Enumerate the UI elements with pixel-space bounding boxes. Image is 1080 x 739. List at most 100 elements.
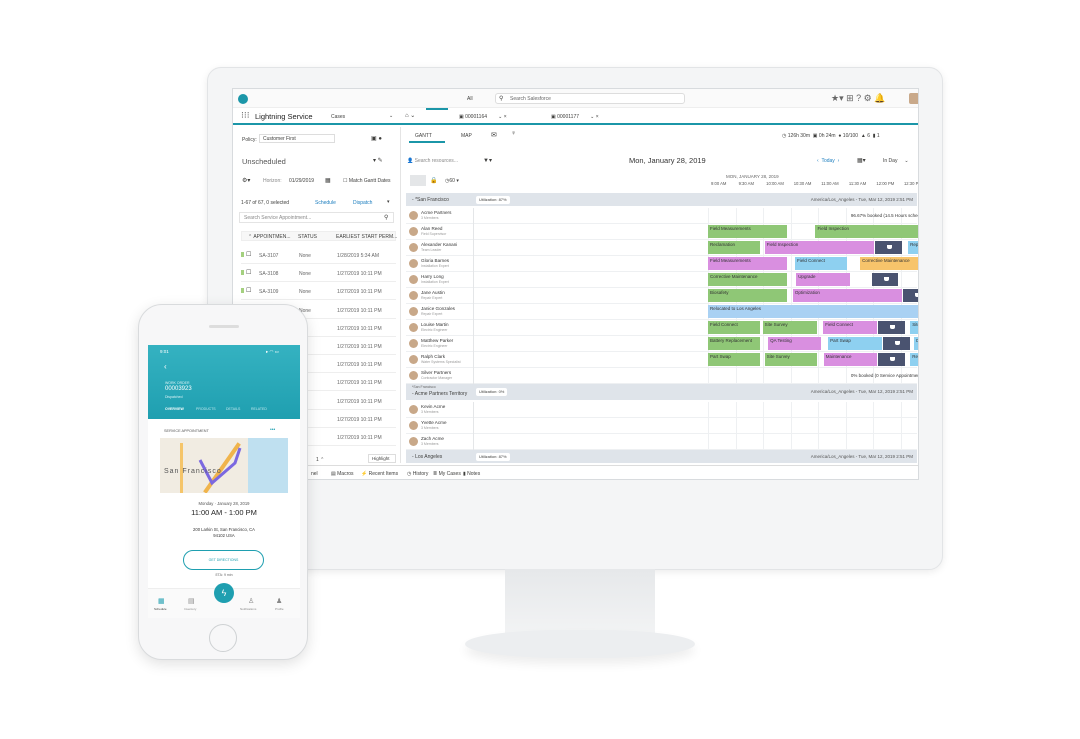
nav-schedule[interactable]: ▦ (158, 598, 165, 605)
app-launcher-icon[interactable]: ⁝⁝⁝ (241, 110, 250, 120)
get-directions-button[interactable]: GET DIRECTIONS (183, 550, 264, 570)
filter-icon[interactable]: ▼▾ (483, 158, 492, 164)
resource-name[interactable]: Janice Gonzales (421, 306, 455, 311)
appointment-id[interactable]: SA-3109 (259, 289, 279, 296)
zoom-select[interactable]: ◷60 ▾ (445, 178, 459, 184)
resource-name[interactable]: Alan Reed (421, 226, 443, 231)
service-appointment-bar[interactable]: Corrective Maintenance (860, 257, 918, 270)
service-appointment-bar[interactable]: Deinstallation (914, 337, 918, 350)
service-appointment-bar[interactable]: Field Connect (823, 321, 878, 334)
utility-item[interactable]: ▮ Notes (463, 471, 481, 477)
resource-name[interactable]: Louise Martin (421, 322, 449, 327)
service-appointment-bar[interactable]: QA Testing (768, 337, 822, 350)
utility-item[interactable]: nel (311, 471, 318, 477)
table-row[interactable]: ☐ SA-3107 None 1/28/2019 5:34 AM (241, 246, 396, 264)
appointment-id[interactable]: SA-3108 (259, 271, 279, 278)
resource-name[interactable]: Ralph Clark (421, 354, 445, 359)
settings-icon[interactable]: ⚙▾ (242, 178, 251, 184)
lock-icon[interactable]: 🔒 (430, 178, 438, 184)
row-checkbox[interactable]: ☐ (246, 252, 252, 258)
tab-case-1[interactable]: ▣ 00001164 ⌄ × (459, 114, 507, 120)
break-block[interactable] (878, 353, 906, 366)
tab-map[interactable]: MAP (461, 133, 472, 139)
resource-name[interactable]: Acme Partners (421, 210, 452, 215)
service-appointment-bar[interactable]: Field Connect (708, 321, 760, 334)
break-block[interactable] (872, 273, 899, 286)
service-appointment-bar[interactable]: Site Survey (762, 321, 817, 334)
nav-inventory[interactable]: ▤ (188, 598, 195, 605)
view-select[interactable]: In Day ⌄ (883, 158, 909, 164)
appointment-search-input[interactable]: Search Service Appointment... ⚲ (239, 212, 394, 223)
policy-select[interactable]: Customer First (259, 134, 335, 143)
territory-group-row[interactable]: *San Francisco - Acme Partners Territory… (406, 384, 917, 400)
lightbulb-icon[interactable]: ♀ (511, 130, 517, 137)
tab-active[interactable] (426, 108, 448, 123)
dispatch-button[interactable]: Dispatch (353, 200, 373, 206)
nav-notifications[interactable]: ♙ (248, 598, 255, 605)
tab-related[interactable]: RELATED (251, 407, 267, 411)
utility-item[interactable]: ≣ My Cases (433, 471, 461, 477)
service-appointment-bar[interactable]: Field Connect (795, 257, 847, 270)
row-checkbox[interactable]: ☐ (246, 288, 252, 295)
highlight-button[interactable]: Highlight (368, 454, 396, 463)
col-header[interactable]: STATUS (298, 234, 317, 240)
tab-products[interactable]: PRODUCTS (196, 407, 216, 411)
nav-profile[interactable]: ♟ (276, 598, 283, 605)
calendar-icon[interactable]: ▦▾ (857, 158, 866, 164)
map-preview[interactable]: San Francisco (160, 438, 288, 493)
resource-name[interactable]: Jane Austin (421, 290, 445, 295)
service-appointment-bar[interactable]: Field Measurements (708, 257, 787, 270)
tab-gantt[interactable]: GANTT (409, 127, 445, 143)
gantt-toggle[interactable] (410, 175, 426, 186)
favorites-icon[interactable]: ★▾ ⊞ ? ⚙ 🔔 (831, 93, 886, 103)
resource-name[interactable]: Alexander Kanani (421, 242, 458, 247)
territory-group-row[interactable]: - Los Angeles Utilization: 87% America/L… (406, 450, 917, 463)
service-appointment-bar[interactable]: Reclamation (708, 241, 760, 254)
territory-group-row[interactable]: - *San Francisco Utilization: 87% Americ… (406, 193, 917, 206)
col-header[interactable]: ⌃ APPOINTMEN... (248, 234, 291, 240)
service-appointment-bar[interactable]: Optimization (792, 289, 903, 302)
resource-name[interactable]: Yvette Acme (421, 420, 447, 425)
nav-object-select[interactable]: Cases (331, 114, 346, 120)
edit-icon[interactable]: ▾ ✎ (373, 158, 383, 164)
policy-icons[interactable]: ▣ ● (371, 136, 382, 142)
resource-name[interactable]: Harry Long (421, 274, 444, 279)
appointment-id[interactable]: SA-3107 (259, 253, 279, 259)
horizon-date-input[interactable]: 01/29/2019 (289, 178, 315, 184)
more-actions-icon[interactable]: ▾ (387, 199, 390, 205)
break-block[interactable] (875, 241, 903, 254)
service-appointment-bar[interactable]: Upgrade (796, 273, 851, 286)
tab-details[interactable]: DETAILS (226, 407, 241, 411)
schedule-button[interactable]: Schedule (315, 200, 336, 206)
break-block[interactable] (883, 337, 911, 350)
service-appointment-bar[interactable]: Repair Estimate (908, 241, 918, 254)
search-scope[interactable]: All (467, 96, 473, 102)
today-button[interactable]: Today (821, 158, 835, 164)
col-header[interactable]: EARLIEST START PERM... (336, 234, 398, 240)
service-appointment-bar[interactable]: Site Survey (910, 321, 918, 334)
back-button[interactable]: ‹ (164, 362, 167, 371)
resource-name[interactable]: Zach Acme (421, 436, 444, 441)
avatar[interactable] (909, 93, 918, 104)
service-appointment-bar[interactable]: Field Measurements (708, 225, 787, 238)
resource-name[interactable]: Gloria Barnes (421, 258, 450, 263)
list-title[interactable]: Unscheduled (242, 157, 286, 166)
mail-icon[interactable]: ✉ (491, 132, 497, 139)
service-appointment-bar[interactable]: Maintenance (823, 353, 878, 366)
table-row[interactable]: ☐ SA-3108 None 1/27/2019 10:11 PM (241, 264, 396, 283)
home-button[interactable] (209, 624, 237, 652)
service-appointment-bar[interactable]: Part Swap (708, 353, 760, 366)
utility-item[interactable]: ▤ Macros (331, 471, 354, 477)
service-appointment-bar[interactable]: Rebuild (910, 353, 918, 366)
utility-item[interactable]: ◷ History (407, 471, 429, 477)
tab-overview[interactable]: OVERVIEW (165, 407, 184, 411)
table-row[interactable]: ☐ SA-3109 None 1/27/2019 10:11 PM (241, 282, 396, 301)
home-icon[interactable]: ⌂ ⌄ (405, 113, 416, 119)
service-appointment-bar[interactable]: Battery Replacement (708, 337, 760, 350)
break-block[interactable] (903, 289, 918, 302)
tab-case-2[interactable]: ▣ 00001177 ⌄ × (551, 114, 599, 120)
service-appointment-bar[interactable]: Biosafety (708, 289, 787, 302)
chevron-down-icon[interactable]: ⌄ (389, 113, 394, 119)
lightning-action-button[interactable]: ϟ (214, 583, 234, 603)
service-appointment-bar[interactable]: Site Survey (764, 353, 818, 366)
